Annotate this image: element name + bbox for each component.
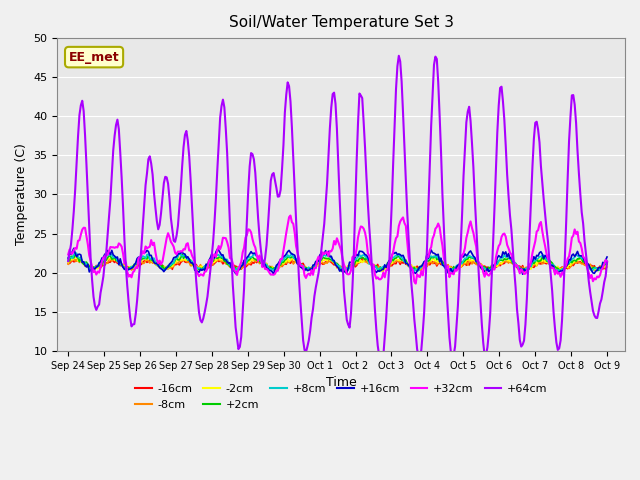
-8cm — [531, 262, 539, 267]
-16cm — [99, 262, 107, 267]
+32cm — [531, 238, 539, 244]
+2cm — [343, 267, 351, 273]
Line: +8cm: +8cm — [68, 252, 607, 272]
-16cm — [603, 264, 611, 269]
-8cm — [83, 261, 90, 266]
-2cm — [531, 259, 539, 265]
+16cm — [101, 252, 109, 257]
+8cm — [602, 259, 609, 265]
+32cm — [99, 255, 107, 261]
-2cm — [83, 264, 90, 269]
-16cm — [65, 261, 72, 266]
+2cm — [179, 252, 186, 257]
+2cm — [99, 258, 107, 264]
-8cm — [602, 263, 609, 269]
+8cm — [65, 255, 72, 261]
+64cm — [603, 260, 611, 265]
Line: +2cm: +2cm — [68, 254, 607, 272]
+64cm — [65, 258, 72, 264]
-2cm — [343, 266, 351, 272]
+2cm — [603, 261, 611, 267]
+64cm — [531, 120, 539, 126]
Line: +16cm: +16cm — [68, 248, 607, 274]
-16cm — [342, 265, 349, 271]
Legend: -16cm, -8cm, -2cm, +2cm, +8cm, +16cm, +32cm, +64cm: -16cm, -8cm, -2cm, +2cm, +8cm, +16cm, +3… — [131, 380, 552, 414]
+64cm — [395, 53, 403, 59]
+64cm — [451, 344, 459, 349]
+64cm — [602, 274, 609, 279]
-16cm — [531, 263, 539, 268]
-2cm — [602, 263, 609, 269]
+8cm — [343, 265, 351, 271]
+8cm — [99, 257, 107, 263]
-8cm — [520, 269, 528, 275]
Line: -2cm: -2cm — [68, 257, 607, 271]
-8cm — [99, 261, 107, 266]
+16cm — [65, 256, 72, 262]
-8cm — [343, 265, 351, 271]
-16cm — [358, 255, 366, 261]
+2cm — [449, 269, 456, 275]
+32cm — [287, 213, 294, 218]
+64cm — [83, 162, 90, 168]
-8cm — [603, 260, 611, 266]
Text: EE_met: EE_met — [68, 50, 120, 64]
+2cm — [83, 259, 90, 265]
+32cm — [603, 258, 611, 264]
+16cm — [531, 256, 539, 262]
+32cm — [412, 281, 420, 287]
+64cm — [342, 302, 349, 308]
-2cm — [99, 261, 107, 267]
+16cm — [450, 267, 458, 273]
X-axis label: Time: Time — [326, 376, 356, 389]
+16cm — [70, 245, 77, 251]
-16cm — [378, 267, 386, 273]
Title: Soil/Water Temperature Set 3: Soil/Water Temperature Set 3 — [228, 15, 454, 30]
Line: +32cm: +32cm — [68, 216, 607, 284]
-2cm — [65, 260, 72, 265]
+32cm — [602, 257, 609, 263]
+16cm — [602, 257, 609, 263]
-16cm — [602, 266, 609, 272]
Line: -8cm: -8cm — [68, 259, 607, 272]
Y-axis label: Temperature (C): Temperature (C) — [15, 144, 28, 245]
-2cm — [603, 264, 611, 269]
+2cm — [531, 259, 539, 264]
+32cm — [83, 234, 90, 240]
+16cm — [603, 254, 611, 260]
-2cm — [378, 268, 386, 274]
-8cm — [109, 256, 117, 262]
+16cm — [343, 271, 351, 276]
-8cm — [450, 266, 458, 272]
+8cm — [451, 265, 459, 271]
+16cm — [84, 261, 92, 267]
+8cm — [447, 269, 454, 275]
+8cm — [603, 258, 611, 264]
+2cm — [65, 258, 72, 264]
+32cm — [65, 252, 72, 257]
+8cm — [175, 249, 183, 255]
-2cm — [451, 266, 459, 272]
+64cm — [377, 361, 385, 367]
+2cm — [602, 261, 609, 267]
+64cm — [99, 274, 107, 279]
Line: -16cm: -16cm — [68, 258, 607, 270]
+32cm — [343, 271, 351, 276]
+32cm — [451, 266, 459, 272]
+2cm — [451, 267, 459, 273]
+8cm — [83, 261, 90, 267]
-2cm — [140, 254, 148, 260]
+8cm — [531, 258, 539, 264]
-16cm — [451, 265, 459, 271]
-16cm — [83, 264, 90, 269]
-8cm — [65, 261, 72, 267]
Line: +64cm: +64cm — [68, 56, 607, 364]
+16cm — [519, 271, 527, 277]
